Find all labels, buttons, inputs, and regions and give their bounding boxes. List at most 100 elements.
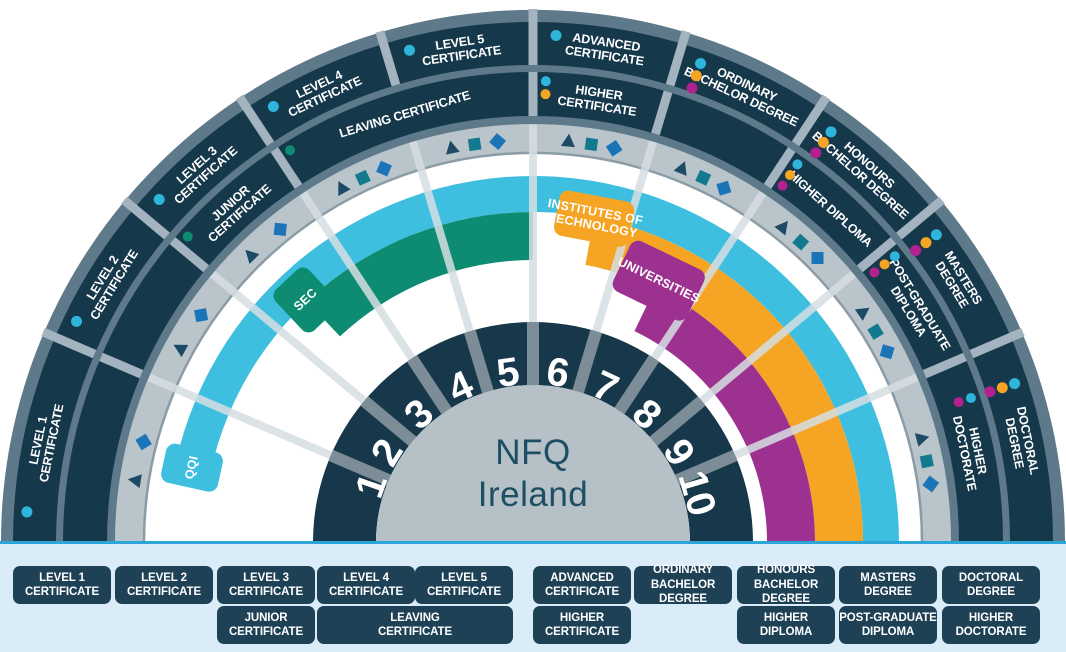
award-icon-diamond	[922, 475, 940, 493]
legend-masters-degree[interactable]: MASTERS DEGREE	[839, 566, 937, 604]
legend-ordinary-bachelor-degree[interactable]: ORDINARY BACHELOR DEGREE	[634, 564, 732, 605]
band-universities[interactable]	[634, 287, 815, 541]
band-label-qqi: QQI	[182, 455, 201, 481]
legend-button-label: POST-GRADUATE	[839, 611, 937, 624]
dot-cyan	[825, 126, 837, 138]
dot-magenta	[810, 147, 822, 159]
number-ring-divider	[464, 329, 495, 398]
fan-outer-segment-level-3-certificate[interactable]	[134, 107, 271, 237]
legend-button-label: CERTIFICATE	[544, 586, 620, 598]
award-icon-diamond	[273, 222, 287, 236]
dot-orange	[996, 382, 1008, 394]
dot-orange	[817, 136, 829, 148]
legend-button-label: LEVEL 2	[141, 571, 187, 584]
dot-orange	[540, 89, 551, 100]
dot-cyan	[153, 193, 165, 205]
award-icon-diamond	[811, 251, 824, 264]
dot-cyan	[889, 251, 900, 262]
legend-button-label: DOCTORAL	[958, 571, 1024, 584]
number-ring-divider	[360, 396, 420, 449]
number-ring-divider	[612, 355, 660, 418]
legend-advanced-certificate[interactable]: ADVANCED CERTIFICATE	[533, 566, 631, 604]
legend-level-2-certificate[interactable]: LEVEL 2 CERTIFICATE	[115, 566, 213, 604]
inner-ring-divider	[270, 147, 303, 189]
number-ring-divider	[671, 449, 738, 488]
award-icon-triangle	[338, 181, 351, 196]
award-icon-square	[695, 169, 712, 186]
dot-cyan	[1009, 378, 1021, 390]
inner-ring-divider	[99, 352, 144, 379]
award-icon-triangle	[774, 220, 788, 236]
segment-divider	[650, 190, 767, 361]
legend-level-4-certificate[interactable]: LEVEL 4 CERTIFICATE	[317, 566, 415, 604]
segment-divider	[299, 190, 416, 361]
fan-outer-segment-honours-bachelor-degree[interactable]	[795, 107, 932, 237]
dot-orange	[784, 170, 795, 181]
fan-outer-segment-advanced-certificate[interactable]	[533, 22, 683, 86]
outer-ring-divider	[791, 94, 831, 147]
outer-ring-divider	[969, 327, 1025, 359]
fan-inner-segment-level-7-empty	[655, 91, 792, 187]
fan-outer-segment-level-5-certificate[interactable]	[383, 22, 533, 86]
outer-ring-divider	[121, 196, 170, 240]
legend-doctoral-degree[interactable]: DOCTORAL DEGREE	[942, 566, 1040, 604]
fan-inner-segment-post-graduate-diploma[interactable]	[859, 240, 965, 375]
dot-magenta	[953, 397, 964, 408]
band-tab-iot[interactable]	[552, 189, 635, 248]
band-iot[interactable]	[585, 217, 863, 541]
award-icon-triangle	[127, 474, 142, 489]
legend-button-label: CERTIFICATE	[24, 586, 100, 598]
fan-outer-segment-level-2-certificate[interactable]	[55, 208, 168, 355]
legend-junior-certificate[interactable]: JUNIOR CERTIFICATE	[217, 606, 315, 644]
number-ring-divider	[646, 396, 706, 449]
outer-ring-divider	[375, 30, 401, 87]
legend-honours-bachelor-degree[interactable]: HONOURS BACHELOR DEGREE	[737, 564, 835, 605]
inner-ring-divider	[169, 237, 210, 273]
legend-button-label: LEVEL 1	[39, 571, 85, 584]
legend-button-label: CERTIFICATE	[328, 586, 404, 598]
award-icon-diamond	[376, 160, 392, 177]
band-tab-sec[interactable]	[270, 264, 342, 336]
fan-inner-segment-higher-certificate[interactable]	[533, 72, 669, 134]
legend-higher-doctorate[interactable]: HIGHER DOCTORATE	[942, 606, 1040, 644]
number-ring-divider	[571, 329, 602, 398]
fan-outer-segment-level-4-certificate[interactable]	[246, 43, 396, 144]
legend-level-5-certificate[interactable]: LEVEL 5 CERTIFICATE	[415, 566, 513, 604]
legend-button-label: LEVEL 3	[243, 571, 289, 584]
band-tab-qqi[interactable]	[159, 442, 224, 493]
legend-level-1-certificate[interactable]: LEVEL 1 CERTIFICATE	[13, 566, 111, 604]
legend-higher-diploma[interactable]: HIGHER DIPLOMA	[737, 606, 835, 644]
inner-ring-divider	[651, 90, 673, 136]
fan-inner-segment-junior-certificate[interactable]	[172, 149, 299, 269]
center-label: Ireland	[478, 475, 589, 514]
band-sec[interactable]	[307, 212, 533, 337]
fan-inner-segment-leaving-certificate[interactable]	[274, 72, 533, 187]
legend-level-3-certificate[interactable]: LEVEL 3 CERTIFICATE	[217, 566, 315, 604]
outer-ring-divider	[41, 327, 97, 359]
legend-button-label: HONOURS	[756, 564, 816, 577]
dot-cyan	[550, 30, 562, 42]
fan-inner-segment-higher-doctorate[interactable]	[924, 356, 1003, 541]
award-icon-diamond	[135, 433, 152, 451]
legend-higher-certificate[interactable]: HIGHER CERTIFICATE	[533, 606, 631, 644]
dot-cyan	[930, 229, 942, 241]
fan-outer-segment-ordinary-bachelor-degree[interactable]	[670, 43, 820, 144]
award-icon-square	[584, 137, 599, 152]
outer-ring-divider	[665, 30, 691, 87]
dot-cyan	[21, 506, 33, 518]
legend-button-label: DOCTORATE	[955, 626, 1027, 638]
fan-inner-segment-level-2-empty	[101, 240, 207, 375]
legend-post-graduate-diploma[interactable]: POST-GRADUATE DIPLOMA	[839, 606, 937, 644]
inner-ring-divider	[763, 147, 796, 189]
dot-green	[182, 231, 193, 242]
fan-inner-segment-higher-diploma[interactable]	[767, 149, 894, 269]
band-tab-universities[interactable]	[610, 238, 708, 324]
fan-outer-segment-level-1-certificate[interactable]	[13, 337, 95, 541]
legend-button-label: CERTIFICATE	[426, 586, 502, 598]
legend-leaving-certificate[interactable]: LEAVING CERTIFICATE	[317, 606, 513, 644]
award-icon-square	[354, 169, 371, 186]
legend-button-label: DIPLOMA	[759, 626, 813, 638]
center-circle	[376, 385, 690, 541]
award-icon-diamond	[605, 139, 623, 157]
